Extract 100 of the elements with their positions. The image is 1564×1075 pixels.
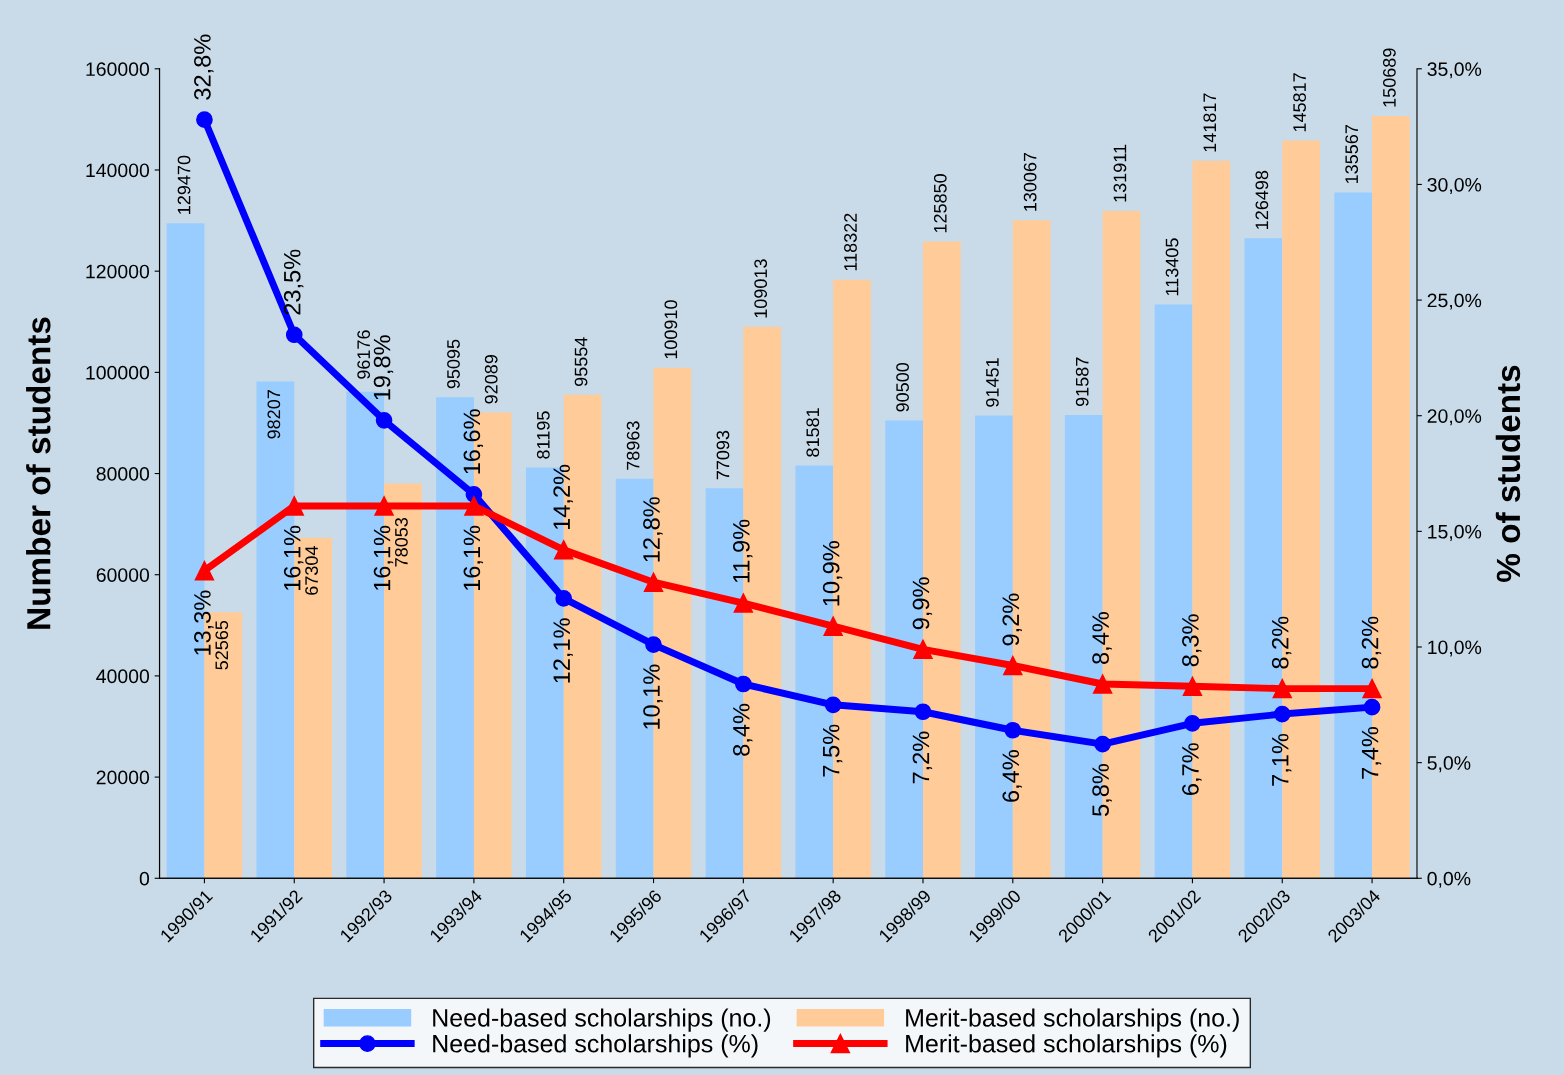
point bbox=[464, 496, 484, 516]
point bbox=[553, 540, 574, 560]
point bbox=[555, 590, 573, 607]
data-label: 135567 bbox=[1345, 125, 1359, 184]
y2-axis-title: % of students bbox=[1495, 365, 1521, 582]
y-tick-label: 20000 bbox=[96, 770, 150, 785]
data-label: 81195 bbox=[536, 411, 550, 459]
data-label: 9,9% bbox=[912, 577, 933, 630]
point bbox=[1272, 678, 1292, 699]
point bbox=[374, 496, 394, 516]
y2-tick-label: 15,0% bbox=[1428, 524, 1482, 541]
point bbox=[196, 111, 213, 129]
data-label: 67304 bbox=[305, 546, 318, 595]
point bbox=[1094, 735, 1111, 753]
point bbox=[1363, 698, 1381, 716]
y2-tick-label: 10,0% bbox=[1428, 640, 1482, 657]
point bbox=[823, 616, 843, 636]
data-label: 91451 bbox=[986, 358, 999, 407]
data-label: 10,9% bbox=[822, 541, 843, 606]
y2-tick-label: 35,0% bbox=[1427, 62, 1482, 79]
legend-label: Need-based scholarships (%) bbox=[433, 1034, 758, 1058]
data-label: 14,2% bbox=[553, 464, 573, 530]
data-label: 7,5% bbox=[822, 724, 843, 777]
legend-label: Need-based scholarships (no.) bbox=[433, 1008, 771, 1032]
data-label: 12,1% bbox=[553, 618, 573, 683]
data-label: 118322 bbox=[844, 213, 857, 271]
point bbox=[194, 560, 215, 581]
data-label: 12,8% bbox=[643, 497, 663, 562]
point bbox=[375, 412, 393, 429]
data-label: 90500 bbox=[896, 362, 909, 412]
data-label: 8,4% bbox=[1092, 612, 1112, 664]
data-label: 32,8% bbox=[194, 34, 214, 100]
data-label: 16,1% bbox=[463, 525, 484, 591]
data-label: 7,2% bbox=[912, 731, 933, 784]
data-label: 95095 bbox=[447, 339, 460, 389]
data-label: 10,1% bbox=[643, 664, 663, 729]
data-label: 141817 bbox=[1203, 93, 1217, 152]
y-tick-label: 80000 bbox=[96, 467, 150, 481]
y2-tick-label: 25,0% bbox=[1427, 293, 1482, 310]
point bbox=[1182, 676, 1203, 697]
data-label: 13,3% bbox=[194, 590, 214, 655]
data-label: 91587 bbox=[1075, 357, 1089, 407]
y-tick-label: 60000 bbox=[96, 568, 150, 582]
data-label: 5,8% bbox=[1092, 763, 1112, 816]
data-label: 23,5% bbox=[283, 249, 304, 315]
point bbox=[1362, 678, 1382, 699]
data-label: 9,2% bbox=[1002, 593, 1022, 646]
point bbox=[284, 496, 304, 516]
point bbox=[1092, 674, 1113, 694]
point bbox=[824, 696, 842, 714]
legend-label: Merit-based scholarships (%) bbox=[906, 1034, 1227, 1058]
data-label: 52565 bbox=[215, 620, 229, 670]
y-axis-title: Number of students bbox=[26, 317, 51, 629]
data-label: 126498 bbox=[1255, 170, 1269, 229]
point bbox=[643, 572, 664, 592]
legend-label: Merit-based scholarships (no.) bbox=[906, 1008, 1239, 1032]
point bbox=[1184, 714, 1201, 732]
data-label: 96176 bbox=[357, 330, 371, 379]
point bbox=[914, 703, 932, 721]
data-label: 11,9% bbox=[732, 519, 753, 583]
y2-tick-label: 5,0% bbox=[1427, 756, 1471, 773]
data-label: 125850 bbox=[933, 174, 947, 233]
data-label: 98207 bbox=[267, 390, 281, 439]
data-label: 95554 bbox=[574, 337, 588, 386]
data-label: 16,1% bbox=[283, 525, 304, 591]
y-tick-label: 40000 bbox=[96, 669, 150, 684]
y-tick-label: 100000 bbox=[86, 365, 150, 380]
data-label: 19,8% bbox=[373, 335, 394, 400]
data-label: 8,2% bbox=[1361, 616, 1382, 669]
point bbox=[735, 675, 752, 693]
y-tick-label: 160000 bbox=[86, 62, 150, 77]
y-tick-label: 140000 bbox=[86, 163, 150, 178]
data-label: 81581 bbox=[806, 408, 820, 457]
point bbox=[285, 326, 303, 344]
data-label: 129470 bbox=[177, 155, 191, 214]
point bbox=[1004, 721, 1022, 739]
data-label: 150689 bbox=[1383, 48, 1396, 107]
y-tick-label: 120000 bbox=[86, 264, 150, 279]
y2-tick-label: 20,0% bbox=[1427, 409, 1482, 426]
data-label: 92089 bbox=[484, 355, 498, 404]
data-label: 77093 bbox=[716, 430, 730, 480]
data-label: 130067 bbox=[1023, 152, 1037, 211]
data-label: 7,4% bbox=[1361, 726, 1382, 779]
point bbox=[733, 593, 754, 613]
point bbox=[1003, 655, 1023, 676]
data-label: 8,2% bbox=[1271, 616, 1292, 669]
data-label: 131911 bbox=[1113, 144, 1127, 202]
data-label: 6,4% bbox=[1002, 750, 1022, 802]
y-tick-label: 0 bbox=[139, 871, 150, 886]
data-label: 16,6% bbox=[463, 409, 484, 474]
data-label: 6,7% bbox=[1182, 743, 1202, 795]
y2-tick-label: 30,0% bbox=[1427, 177, 1482, 194]
data-label: 16,1% bbox=[373, 525, 394, 591]
data-label: 100910 bbox=[664, 300, 678, 359]
data-label: 7,1% bbox=[1271, 733, 1292, 786]
data-label: 109013 bbox=[754, 259, 768, 318]
data-label: 145817 bbox=[1293, 73, 1306, 132]
point bbox=[913, 639, 933, 660]
data-label: 113405 bbox=[1165, 238, 1179, 296]
point bbox=[1273, 705, 1291, 723]
